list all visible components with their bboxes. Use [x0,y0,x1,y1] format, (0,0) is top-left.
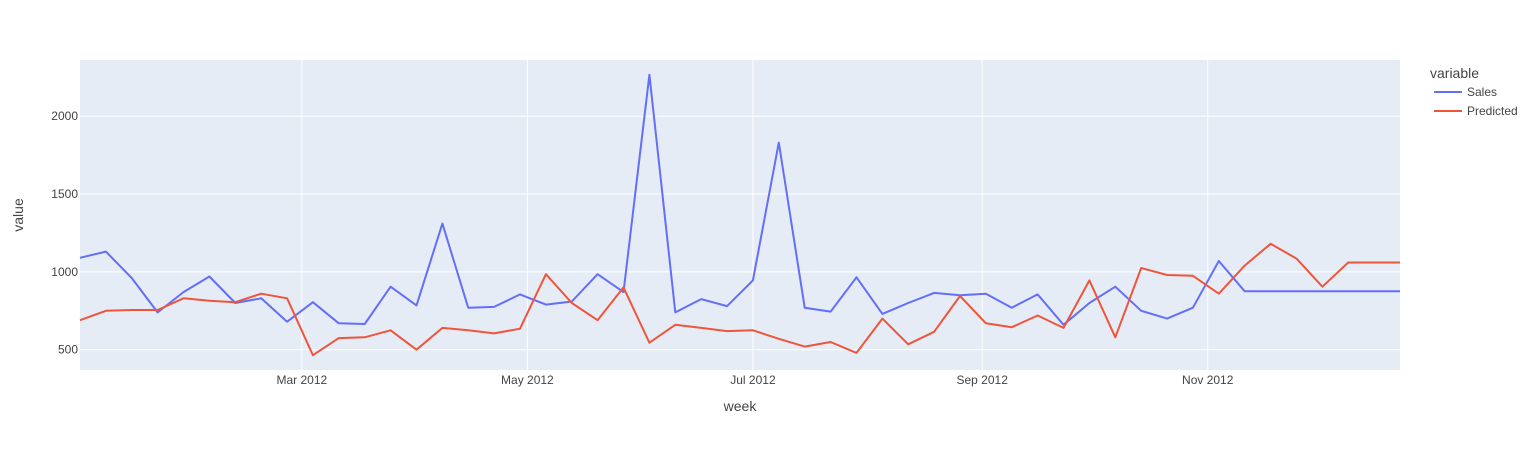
x-tick-label: Nov 2012 [1182,373,1234,387]
legend-title: variable [1430,65,1479,81]
y-tick-label: 1000 [51,265,78,279]
y-tick-labels: 500 1000 1500 2000 [51,109,78,357]
series-layer [79,73,1400,357]
legend-label-predicted: Predicted [1467,104,1518,118]
x-tick-label: Jul 2012 [730,373,776,387]
grid-layer [80,60,1400,370]
x-tick-label: Mar 2012 [276,373,327,387]
y-tick-label: 1500 [51,187,78,201]
legend-item-predicted[interactable]: Predicted [1434,104,1518,118]
x-tick-labels: Mar 2012 May 2012 Jul 2012 Sep 2012 Nov 2012 [276,373,1233,387]
y-axis-title: value [10,198,26,232]
series-line-sales[interactable] [79,73,1400,326]
series-line-predicted[interactable] [79,242,1400,357]
x-tick-label: Sep 2012 [956,373,1008,387]
plot-background [80,60,1400,370]
x-tick-label: May 2012 [501,373,554,387]
x-axis-title: week [723,398,758,414]
y-tick-label: 2000 [51,109,78,123]
legend-label-sales: Sales [1467,85,1497,99]
legend-item-sales[interactable]: Sales [1434,85,1497,99]
legend: variable Sales Predicted [1430,65,1518,118]
y-tick-label: 500 [58,343,78,357]
